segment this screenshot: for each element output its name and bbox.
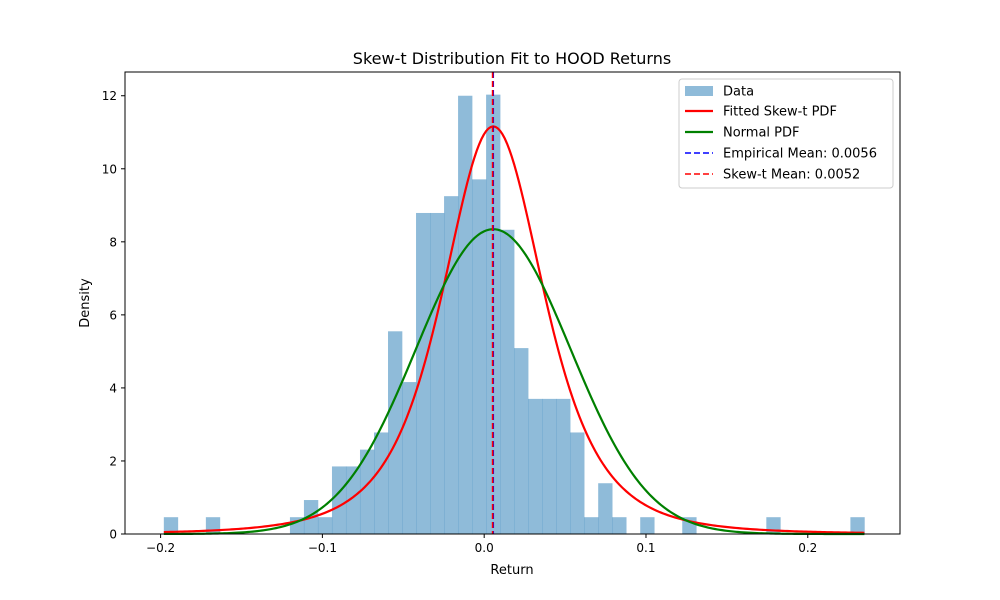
x-tick-label: 0.2 (798, 541, 817, 555)
y-tick-label: 6 (109, 308, 117, 322)
normal-pdf-line (163, 228, 865, 536)
chart-title: Skew-t Distribution Fit to HOOD Returns (353, 49, 671, 68)
x-axis-ticks: −0.2 −0.1 0.0 0.1 0.2 (146, 534, 817, 555)
histogram-bar (163, 517, 179, 534)
histogram-bar (612, 517, 627, 534)
histogram-bar (640, 517, 655, 534)
histogram-bar (528, 398, 543, 534)
legend-swatch-data (685, 86, 713, 96)
histogram-bar (542, 398, 557, 534)
legend: Data Fitted Skew-t PDF Normal PDF Empirical… (678, 78, 894, 189)
histogram-bar (402, 382, 417, 534)
x-tick-label: 0.1 (636, 541, 655, 555)
histogram-bar (444, 196, 459, 534)
x-tick-label: 0.0 (475, 541, 494, 555)
y-tick-label: 2 (109, 454, 117, 468)
legend-label: Empirical Mean: 0.0056 (723, 147, 877, 162)
y-tick-label: 0 (109, 528, 117, 542)
histogram-bar (359, 449, 375, 534)
histogram-bar (500, 229, 515, 534)
legend-label: Normal PDF (723, 126, 800, 141)
histogram-bar (514, 348, 529, 534)
histogram-bar (472, 179, 487, 535)
histogram-bar (317, 517, 333, 534)
histogram-bar (331, 466, 347, 534)
histogram-bar (850, 517, 865, 534)
mean-lines (491, 72, 495, 534)
histogram-bar (570, 432, 585, 534)
skew-t-pdf-line (163, 125, 865, 534)
histogram-bar (345, 466, 361, 534)
x-tick-label: −0.2 (146, 541, 175, 555)
y-axis-ticks: 0 2 4 6 8 10 12 (102, 89, 125, 542)
legend-label: Skew-t Mean: 0.0052 (723, 168, 860, 183)
histogram-bars (163, 94, 865, 535)
x-tick-label: −0.1 (308, 541, 337, 555)
y-tick-label: 8 (109, 235, 117, 249)
y-tick-label: 10 (102, 162, 117, 176)
legend-label: Fitted Skew-t PDF (723, 105, 837, 120)
histogram-bar (374, 432, 389, 534)
histogram-bar (416, 212, 431, 534)
histogram-bar (598, 483, 613, 534)
y-tick-label: 12 (102, 89, 117, 103)
pdf-curves (163, 125, 865, 536)
y-axis-label: Density (78, 278, 93, 328)
histogram-bar (584, 517, 599, 534)
legend-label: Data (723, 85, 754, 100)
histogram-bar (458, 95, 473, 534)
legend-box (678, 78, 894, 189)
plot-frame (124, 71, 901, 535)
histogram-bar (430, 212, 445, 534)
y-tick-label: 4 (109, 381, 117, 395)
histogram-bar (556, 398, 571, 534)
histogram-bar (388, 331, 403, 534)
histogram-bar (486, 94, 501, 534)
x-axis-label: Return (490, 563, 533, 578)
